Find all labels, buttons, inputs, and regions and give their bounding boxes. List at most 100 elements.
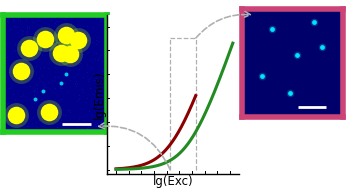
Point	[63, 122, 68, 125]
Point	[322, 85, 328, 88]
Point	[322, 91, 328, 94]
Point	[15, 47, 21, 50]
Point	[296, 102, 301, 105]
Point	[46, 119, 52, 122]
Point	[300, 90, 305, 93]
Point	[102, 121, 107, 124]
Point	[333, 67, 338, 70]
Point	[263, 56, 268, 59]
Point	[76, 62, 82, 65]
Point	[94, 38, 99, 41]
Y-axis label: lg(Emis): lg(Emis)	[93, 70, 106, 119]
Point	[260, 75, 265, 78]
Point	[103, 106, 109, 109]
Point	[292, 29, 298, 32]
Point	[276, 98, 281, 101]
Point	[40, 90, 46, 93]
Point	[250, 23, 256, 26]
Point	[95, 104, 101, 107]
Point	[101, 122, 107, 125]
Point	[256, 37, 262, 40]
Point	[3, 79, 8, 82]
Point	[271, 43, 276, 46]
Point	[246, 22, 252, 25]
Point	[267, 86, 273, 89]
Point	[6, 21, 11, 24]
Point	[73, 127, 79, 130]
Point	[303, 53, 308, 56]
Point	[263, 27, 268, 30]
Point	[35, 37, 40, 40]
Point	[334, 18, 340, 21]
Point	[316, 75, 321, 78]
Point	[35, 87, 40, 90]
Point	[275, 49, 281, 52]
Point	[334, 39, 339, 42]
Point	[337, 86, 343, 89]
Point	[253, 23, 258, 26]
Point	[65, 108, 71, 111]
Point	[3, 102, 9, 105]
Point	[267, 81, 273, 84]
Point	[276, 45, 281, 48]
Point	[254, 59, 260, 62]
Point	[4, 20, 10, 23]
Point	[4, 56, 10, 59]
Point	[285, 104, 291, 107]
Point	[2, 17, 8, 20]
Point	[57, 116, 63, 119]
Point	[276, 110, 282, 113]
Point	[86, 109, 92, 112]
Point	[314, 65, 319, 68]
Point	[17, 46, 22, 49]
Point	[93, 77, 99, 80]
Point	[250, 38, 256, 41]
Point	[284, 65, 290, 68]
Point	[66, 109, 72, 112]
Point	[292, 105, 298, 108]
Point	[72, 122, 78, 125]
Point	[83, 101, 89, 104]
Point	[308, 73, 313, 76]
Point	[30, 20, 35, 23]
Point	[67, 52, 73, 55]
Point	[300, 9, 306, 12]
Point	[304, 18, 310, 21]
Point	[338, 69, 344, 72]
Point	[307, 48, 313, 51]
Point	[329, 101, 335, 104]
Point	[67, 25, 72, 28]
Point	[30, 36, 36, 39]
Point	[282, 36, 287, 39]
Point	[326, 16, 331, 19]
Point	[334, 100, 340, 103]
Point	[285, 63, 290, 66]
Point	[67, 49, 73, 52]
Point	[10, 128, 16, 131]
Point	[76, 117, 82, 120]
Point	[6, 87, 11, 90]
Point	[299, 13, 304, 16]
Point	[256, 101, 262, 104]
Point	[244, 70, 249, 73]
Point	[90, 117, 96, 120]
Point	[55, 30, 61, 33]
Point	[49, 122, 55, 125]
Point	[84, 64, 90, 67]
Point	[276, 93, 281, 96]
Point	[251, 110, 257, 113]
Point	[1, 19, 7, 22]
Point	[24, 42, 29, 45]
Point	[15, 70, 20, 73]
Point	[264, 59, 269, 62]
Point	[74, 34, 79, 37]
Point	[261, 84, 266, 87]
Point	[76, 93, 82, 96]
Point	[76, 98, 82, 101]
Point	[99, 117, 105, 120]
Point	[286, 54, 291, 57]
Point	[254, 46, 260, 49]
Point	[60, 42, 65, 45]
Point	[80, 76, 85, 79]
Point	[337, 112, 343, 115]
